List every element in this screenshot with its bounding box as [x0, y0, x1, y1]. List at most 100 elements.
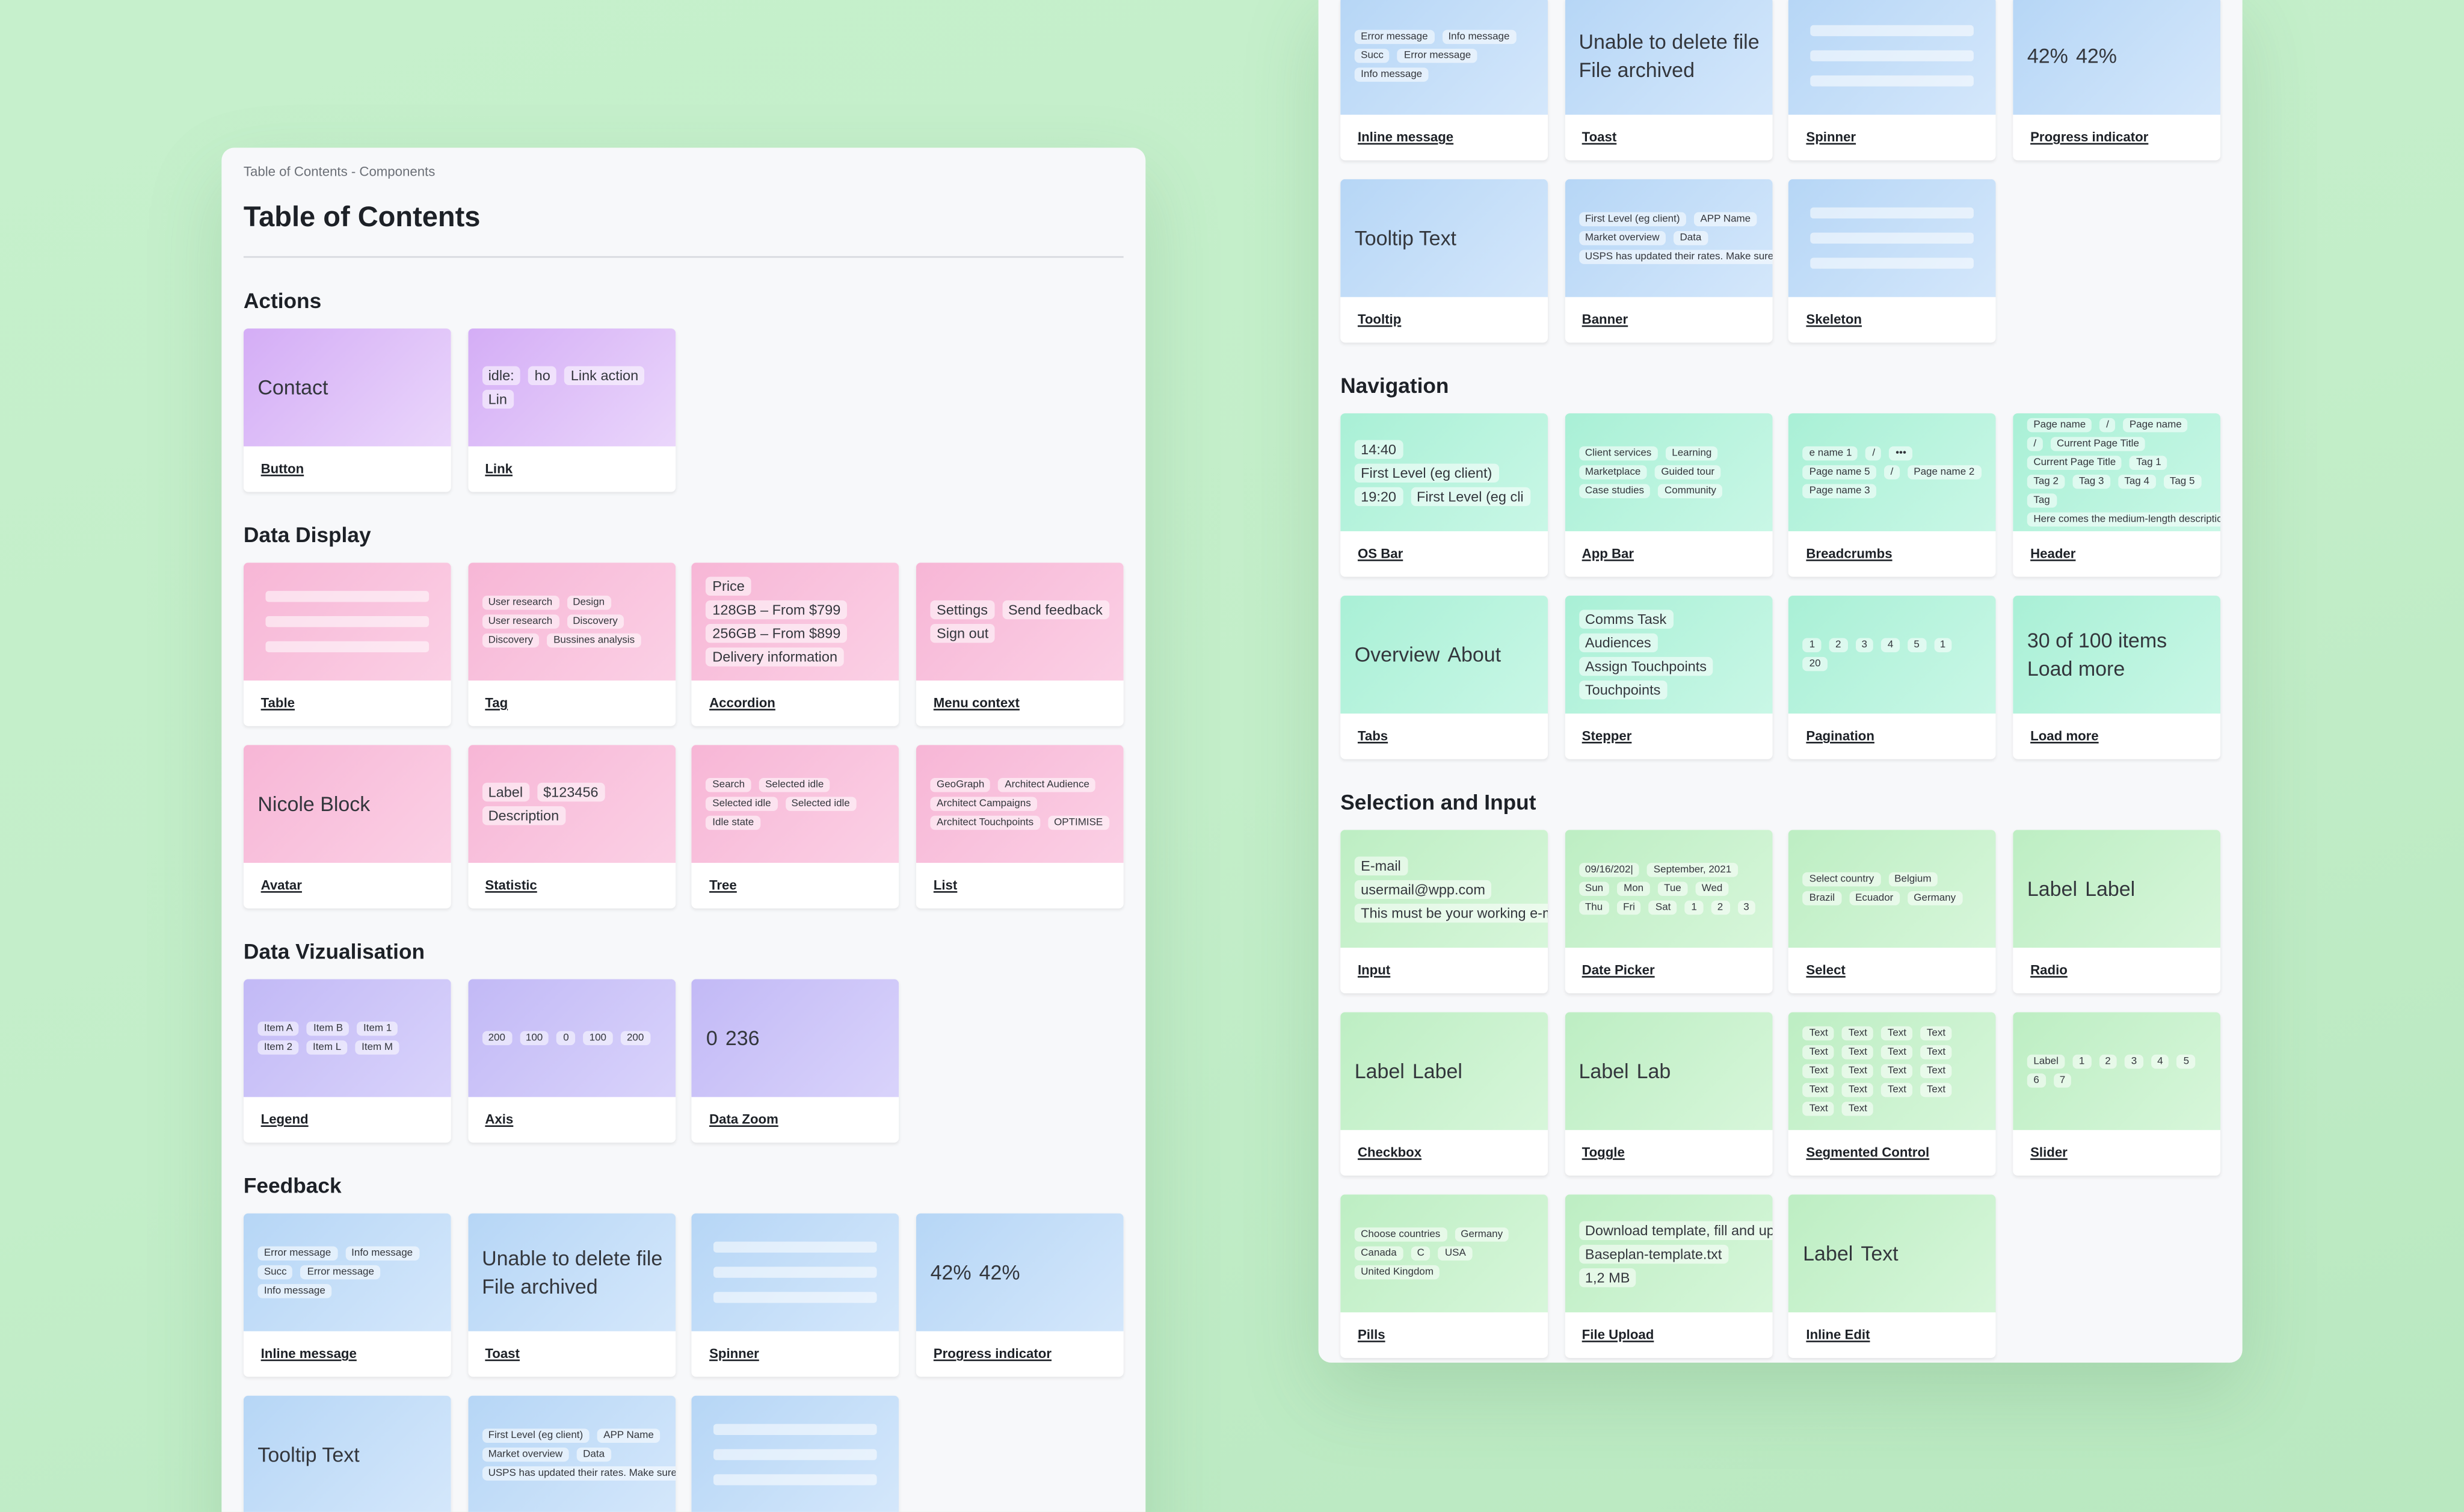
- card-label[interactable]: Checkbox: [1357, 1144, 1422, 1160]
- card-label[interactable]: Stepper: [1582, 727, 1632, 744]
- preview-text: Text: [1881, 1026, 1913, 1041]
- card-label[interactable]: Radio: [2030, 961, 2068, 978]
- card-label[interactable]: Spinner: [1806, 129, 1856, 145]
- card-label[interactable]: Menu context: [933, 694, 1020, 711]
- card-label[interactable]: Legend: [260, 1111, 309, 1127]
- component-card[interactable]: Text Text Text Text Text Text Text Text Text Text…: [1788, 1012, 1997, 1176]
- preview-text: Text: [1803, 1102, 1835, 1116]
- component-card[interactable]: Item A Item B Item 1 Item 2 Item L Item M Lege…: [243, 979, 451, 1143]
- card-label[interactable]: Link: [485, 460, 513, 477]
- component-card[interactable]: Label 1 2 3 4 5 6 7 Slider: [2013, 1012, 2221, 1176]
- preview: Label Label: [1340, 1012, 1548, 1131]
- component-card[interactable]: Unable to delete file File archived Toast: [1564, 0, 1772, 161]
- component-card[interactable]: 200 100 0 100 200 Axis: [467, 979, 676, 1143]
- component-card[interactable]: Download template, fill and upload it in…: [1564, 1194, 1772, 1358]
- card-label[interactable]: Toast: [485, 1345, 520, 1362]
- card-label[interactable]: Accordion: [709, 694, 775, 711]
- component-card[interactable]: 42% 42% Progress indicator: [2013, 0, 2221, 161]
- component-card[interactable]: GeoGraph Architect Audience Architect Camp…: [916, 745, 1124, 909]
- card-label[interactable]: Slider: [2030, 1144, 2068, 1160]
- card-label[interactable]: Inline message: [1357, 129, 1454, 145]
- component-card[interactable]: Unable to delete file File archived Toast: [467, 1213, 676, 1377]
- card-label[interactable]: App Bar: [1582, 545, 1634, 561]
- component-card[interactable]: E-mail usermail@wpp.com This must be your …: [1340, 830, 1548, 993]
- card-label[interactable]: Progress indicator: [2030, 129, 2149, 145]
- card-label[interactable]: Button: [260, 460, 304, 477]
- card-label[interactable]: List: [933, 877, 958, 893]
- card-label[interactable]: Toggle: [1582, 1144, 1625, 1160]
- component-card[interactable]: Price 128GB – From $799 256GB – From $899 D…: [692, 563, 900, 726]
- card-label[interactable]: Avatar: [260, 877, 302, 893]
- component-card[interactable]: Skeleton: [692, 1395, 900, 1512]
- component-card[interactable]: Error message Info message Succ Error messa…: [1340, 0, 1548, 161]
- component-card[interactable]: Client services Learning Marketplace Guided…: [1564, 413, 1772, 577]
- card-label[interactable]: Load more: [2030, 727, 2099, 744]
- component-card[interactable]: Search Selected idle Selected idle Selected…: [692, 745, 900, 909]
- component-card[interactable]: First Level (eg client) APP Name Market ov…: [1564, 179, 1772, 343]
- card-label[interactable]: Spinner: [709, 1345, 759, 1362]
- preview-text: Belgium: [1888, 872, 1938, 887]
- component-card[interactable]: Select country Belgium Brazil Ecuador German…: [1788, 830, 1997, 993]
- component-card[interactable]: Label $123456 Description Statistic: [467, 745, 676, 909]
- component-card[interactable]: 14:40 First Level (eg client) 19:20 First L…: [1340, 413, 1548, 577]
- component-card[interactable]: Settings Send feedback Sign out Menu contex…: [916, 563, 1124, 726]
- card-label[interactable]: Skeleton: [1806, 311, 1862, 327]
- card-label[interactable]: Statistic: [485, 877, 537, 893]
- component-card[interactable]: Overview About Tabs: [1340, 596, 1548, 759]
- component-card[interactable]: Nicole Block Avatar: [243, 745, 451, 909]
- component-card[interactable]: Label Text Inline Edit: [1788, 1194, 1997, 1358]
- component-card[interactable]: Contact Button: [243, 328, 451, 492]
- component-card[interactable]: User research Design User research Discover…: [467, 563, 676, 726]
- component-card[interactable]: 1 2 3 4 5 1 20 Pagination: [1788, 596, 1997, 759]
- card-label[interactable]: OS Bar: [1357, 545, 1403, 561]
- card-label[interactable]: Pills: [1357, 1326, 1385, 1342]
- component-card[interactable]: Label Lab Toggle: [1564, 1012, 1772, 1176]
- card-label[interactable]: Header: [2030, 545, 2076, 561]
- card-label[interactable]: Inline Edit: [1806, 1326, 1870, 1342]
- card-label[interactable]: Tooltip: [1357, 311, 1402, 327]
- component-card[interactable]: 30 of 100 items Load more Load more: [2013, 596, 2221, 759]
- component-card[interactable]: Spinner: [1788, 0, 1997, 161]
- component-card[interactable]: 0 236 Data Zoom: [692, 979, 900, 1143]
- component-card[interactable]: 42% 42% Progress indicator: [916, 1213, 1124, 1377]
- card-label[interactable]: File Upload: [1582, 1326, 1654, 1342]
- breadcrumb[interactable]: Table of Contents - Components: [243, 163, 436, 179]
- component-card[interactable]: idle: ho Link action Lin Link: [467, 328, 676, 492]
- component-card[interactable]: 09/16/202| September, 2021 Sun Mon Tue Wed Thu…: [1564, 830, 1772, 993]
- skeleton-bar: [265, 591, 430, 602]
- card-label[interactable]: Progress indicator: [933, 1345, 1052, 1362]
- card-label[interactable]: Tree: [709, 877, 737, 893]
- card-label[interactable]: Pagination: [1806, 727, 1874, 744]
- component-card[interactable]: Table: [243, 563, 451, 726]
- preview-text: 3: [2125, 1054, 2143, 1069]
- card-label[interactable]: Axis: [485, 1111, 514, 1127]
- component-card[interactable]: Comms Task Audiences Assign Touchpoints Tou…: [1564, 596, 1772, 759]
- card-label[interactable]: Inline message: [260, 1345, 357, 1362]
- component-card[interactable]: Label Label Checkbox: [1340, 1012, 1548, 1176]
- component-card[interactable]: Choose countries Germany Canada C USA United …: [1340, 1194, 1548, 1358]
- card-label[interactable]: Data Zoom: [709, 1111, 778, 1127]
- preview: Error message Info message Succ Error messa…: [1340, 0, 1548, 115]
- card-label[interactable]: Tag: [485, 694, 508, 711]
- component-card[interactable]: Label Label Radio: [2013, 830, 2221, 993]
- component-card[interactable]: Error message Info message Succ Error messa…: [243, 1213, 451, 1377]
- card-label[interactable]: Table: [260, 694, 295, 711]
- card-label[interactable]: Toast: [1582, 129, 1617, 145]
- component-card[interactable]: Page name / Page name / Current Page Title Cu…: [2013, 413, 2221, 577]
- component-card[interactable]: Skeleton: [1788, 179, 1997, 343]
- component-card[interactable]: Spinner: [692, 1213, 900, 1377]
- component-card[interactable]: First Level (eg client) APP Name Market ov…: [467, 1395, 676, 1512]
- card-label[interactable]: Segmented Control: [1806, 1144, 1930, 1160]
- preview: [692, 1213, 900, 1331]
- preview-text: Succ: [1354, 48, 1390, 63]
- card-label[interactable]: Select: [1806, 961, 1846, 978]
- card-label[interactable]: Breadcrumbs: [1806, 545, 1893, 561]
- preview-text: Text: [1881, 1082, 1913, 1097]
- card-label[interactable]: Date Picker: [1582, 961, 1655, 978]
- component-card[interactable]: e name 1 / ••• Page name 5 / Page name 2 Page …: [1788, 413, 1997, 577]
- card-label[interactable]: Input: [1357, 961, 1391, 978]
- card-label[interactable]: Tabs: [1357, 727, 1388, 744]
- card-label[interactable]: Banner: [1582, 311, 1628, 327]
